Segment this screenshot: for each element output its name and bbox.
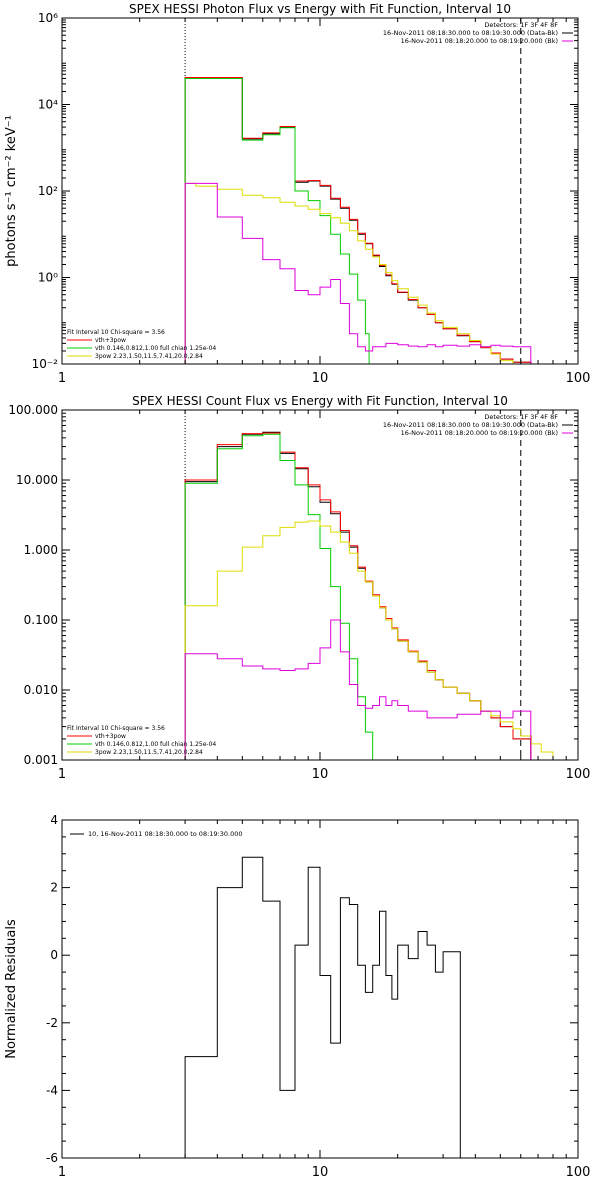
y-tick-label: -2: [46, 1016, 58, 1030]
y-tick-label: 100.000: [8, 403, 58, 417]
x-tick-label: 10: [312, 767, 329, 782]
y-tick-label: 1.000: [24, 543, 58, 557]
y-tick-label: -6: [46, 1151, 58, 1165]
y-tick-label: 0.010: [24, 683, 58, 697]
fit-legend-label: vth+3pow: [95, 337, 126, 344]
y-axis-label: Normalized Residuals: [4, 919, 19, 1059]
legend-label: Detectors: 1F 3F 4F 8F: [484, 413, 558, 421]
y-tick-label: 4: [50, 813, 58, 827]
y-tick-label: 0: [50, 948, 58, 962]
x-tick-label: 1: [58, 767, 66, 782]
fit-legend-title: Fit Interval 10 Chi-square = 3.56: [67, 329, 165, 336]
x-tick-label: 10: [312, 1165, 329, 1180]
series-line-4: [184, 182, 535, 364]
series-line-2: [184, 432, 532, 760]
series-line-2: [184, 77, 532, 364]
y-axis-label: photons s⁻¹ cm⁻² keV⁻¹: [4, 115, 19, 267]
y-tick-label: 10⁰: [38, 271, 58, 285]
y-tick-label: 2: [50, 881, 58, 895]
y-tick-label: 10.000: [16, 473, 58, 487]
chart-panel-2: SPEX HESSI Count Flux vs Energy with Fit…: [8, 394, 590, 782]
x-tick-label: 100: [566, 1165, 591, 1180]
y-tick-label: 0.001: [24, 753, 58, 767]
y-tick-label: 10⁴: [38, 98, 58, 112]
x-tick-label: 10: [312, 371, 329, 386]
legend-label: 10, 16-Nov-2011 08:18:30.000 to 08:19:30…: [88, 830, 242, 838]
series-line-4: [184, 520, 563, 760]
series-line-5: [184, 619, 532, 760]
legend-label: 16-Nov-2011 08:18:30.000 to 08:19:30.000…: [383, 29, 558, 37]
fit-legend-label: 3pow 2.23,1.50,11.5,7.41,20.0,2.84: [95, 749, 203, 756]
legend-label: 16-Nov-2011 08:18:20.000 to 08:19:20.000…: [401, 37, 558, 45]
y-tick-label: 10²: [38, 184, 58, 198]
legend-label: Detectors: 1F 3F 4F 8F: [484, 21, 558, 29]
x-tick-label: 100: [566, 371, 591, 386]
series-line-3: [184, 433, 383, 760]
legend-label: 16-Nov-2011 08:18:30.000 to 08:19:30.000…: [383, 421, 558, 429]
y-tick-label: 10⁻²: [32, 357, 59, 371]
chart-title: SPEX HESSI Photon Flux vs Energy with Fi…: [129, 2, 511, 16]
y-tick-label: -4: [46, 1083, 58, 1097]
chart-title: SPEX HESSI Count Flux vs Energy with Fit…: [132, 394, 508, 408]
series-line-1: [184, 431, 532, 760]
fit-legend-label: 3pow 2.23,1.50,11.5,7.41,20.0,2.84: [95, 353, 203, 360]
x-tick-label: 100: [566, 767, 591, 782]
y-tick-label: 0.100: [24, 613, 58, 627]
fit-legend-label: vth 0.146,0.812,1.00 full chian 1.25e-04: [95, 741, 216, 748]
y-tick-label: 10⁶: [38, 11, 58, 25]
series-line-1: [184, 856, 461, 1158]
fit-legend-label: vth+3pow: [95, 733, 126, 740]
plot-frame: [61, 409, 579, 761]
series-line-5: [184, 182, 532, 364]
plot-frame: [61, 17, 579, 365]
chart-panel-1: SPEX HESSI Photon Flux vs Energy with Fi…: [4, 2, 590, 386]
chart-panel-3: 1 10 100 -6 -4 -2 0 2 4 Normalized Residuals 10, 1…: [4, 813, 590, 1180]
x-tick-label: 1: [58, 1165, 66, 1180]
series-line-3: [184, 78, 380, 364]
fit-legend-title: Fit Interval 10 Chi-square = 3.56: [67, 725, 165, 732]
fit-legend-label: vth 0.146,0.812,1.00 full chian 1.25e-04: [95, 345, 216, 352]
x-tick-label: 1: [58, 371, 66, 386]
legend-label: 16-Nov-2011 08:18:20.000 to 08:19:20.000…: [401, 429, 558, 437]
